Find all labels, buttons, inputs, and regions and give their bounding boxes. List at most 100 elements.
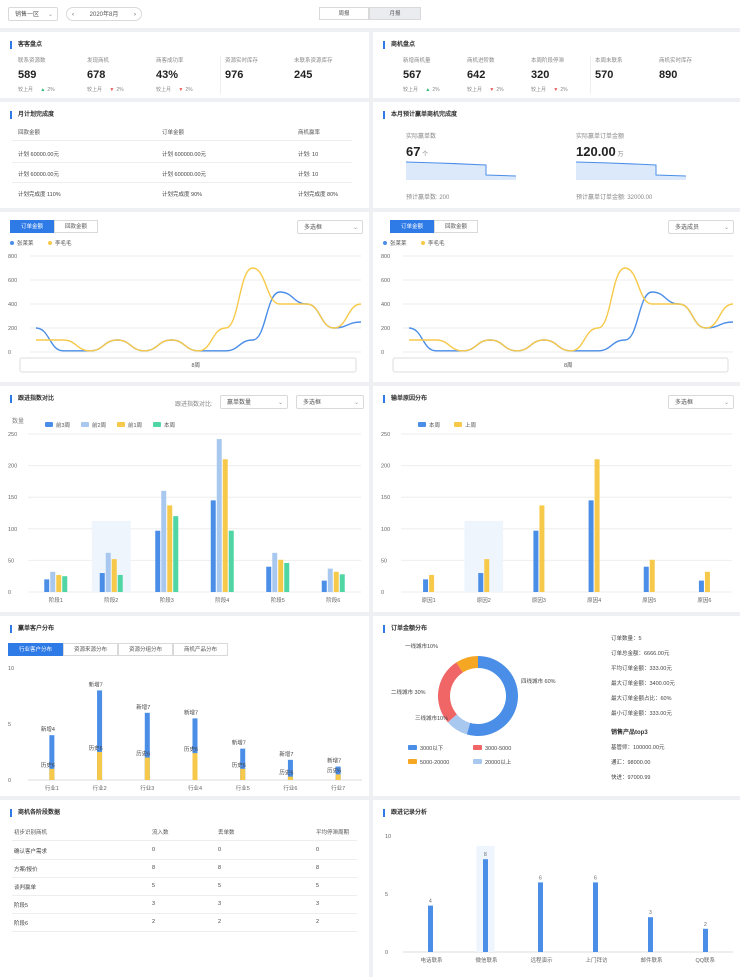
x-tick-label: 电话联系 <box>421 956 444 964</box>
team-select[interactable]: 销售一区 ⌄ <box>8 7 58 21</box>
data-label: 历史6 <box>41 761 55 769</box>
multi-select-label: 多选框 <box>303 400 322 406</box>
table-cell: 2 <box>218 919 222 925</box>
row-divider <box>12 840 357 841</box>
bar <box>649 559 655 592</box>
col-header: 回款金额 <box>18 130 41 136</box>
compare-pct: 2% <box>185 87 193 93</box>
x-tick-label: 阶段2 <box>104 596 118 604</box>
bar <box>99 573 105 592</box>
table-cell: 计划 60000.00元 <box>18 152 59 158</box>
tab-order-amount[interactable]: 订单金额 <box>390 220 435 233</box>
bar <box>335 766 341 780</box>
col-header: 丢单数 <box>218 830 235 836</box>
stat-value: 642 <box>467 69 486 81</box>
legend-label: 前1周 <box>128 421 142 429</box>
member-select-label: 多选框 <box>304 225 323 231</box>
stat-card: 商机进阶数 642 较上月 ▼ 2% <box>467 56 531 96</box>
bar <box>62 576 68 592</box>
bar <box>538 882 543 952</box>
stat-compare: 较上月 ▼ 2% <box>87 86 156 93</box>
table-cell: 阶段5 <box>14 903 29 909</box>
data-label: 历史6 <box>89 744 103 752</box>
tab-industry[interactable]: 行业客户分布 <box>8 643 64 656</box>
y-tick-label: 5 <box>8 722 11 728</box>
next-month-icon[interactable]: › <box>134 12 136 18</box>
stat-value: 320 <box>531 69 550 81</box>
data-label: 新增7 <box>89 680 103 688</box>
tab-payment-amount[interactable]: 回款金额 <box>54 220 99 233</box>
table-cell: 谈判赢单 <box>14 885 37 891</box>
bar <box>49 735 55 780</box>
y-tick-label: 250 <box>381 432 390 438</box>
legend-label: 李毛毛 <box>55 239 72 247</box>
x-tick-label: 远程演示 <box>531 956 554 964</box>
y-tick-label: 800 <box>8 254 17 260</box>
bar <box>484 559 490 592</box>
member-select[interactable]: 多选成员 ⌄ <box>668 220 734 234</box>
legend: 张莱莱 李毛毛 <box>383 239 445 247</box>
legend-label: 前2周 <box>92 421 106 429</box>
x-range-slider <box>19 357 357 373</box>
legend-label: 李毛毛 <box>428 239 445 247</box>
row-divider <box>12 859 357 860</box>
panel-title: 赢单客户分布 <box>10 625 54 633</box>
x-tick-label: 上门拜访 <box>586 956 609 964</box>
multi-select[interactable]: 多选框 ⌄ <box>668 395 734 409</box>
monthly-plan-panel: 月计划完成度 回款金额 订单金额 商机赢率 计划 60000.00元 计划 600000… <box>0 102 369 208</box>
forecast-b-sparkline <box>576 161 686 180</box>
member-select[interactable]: 多选框 ⌄ <box>297 220 363 234</box>
filter-select[interactable]: 赢单数量 ⌄ <box>220 395 288 409</box>
customer-overview-panel: 客客盘点 联系资源数 589 较上月 ▲ 2% 发现商机 678 较上月 ▼ 2% 商客成功率 4… <box>0 32 369 98</box>
divider <box>590 56 591 94</box>
stat-card: 商机实时库存 890 <box>659 56 723 96</box>
y-tick-label: 800 <box>381 254 390 260</box>
bar <box>144 757 150 780</box>
stat-line: 订单数量：5 <box>611 636 642 642</box>
month-picker[interactable]: ‹ 2020年8月 › <box>66 7 142 21</box>
tab-group[interactable]: 资源分组分布 <box>118 643 174 656</box>
tab-payment-amount[interactable]: 回款金额 <box>434 220 479 233</box>
prev-month-icon[interactable]: ‹ <box>72 12 74 18</box>
tab-weekly[interactable]: 周报 <box>319 7 369 20</box>
tab-source[interactable]: 资源来源分布 <box>63 643 119 656</box>
multi-select[interactable]: 多选框 ⌄ <box>296 395 364 409</box>
y-tick-label: 10 <box>8 666 14 672</box>
panel-title: 跟进指数对比 <box>10 395 54 403</box>
panel-title: 本月预计赢单商机完成度 <box>383 111 457 119</box>
chevron-down-icon: ⌄ <box>277 400 283 406</box>
stat-value: 890 <box>659 69 678 81</box>
x-tick-label: 行业1 <box>45 784 59 792</box>
stat-label: 资源实时库存 <box>225 58 259 64</box>
bar <box>339 574 345 592</box>
data-label: 新增7 <box>279 750 293 758</box>
panel-title: 商机盘点 <box>383 41 415 49</box>
x-tick-label: 行业2 <box>93 784 107 792</box>
legend-dot <box>421 241 425 245</box>
tab-order-amount[interactable]: 订单金额 <box>10 220 55 233</box>
col-header: 流入数 <box>152 830 169 836</box>
y-tick-label: 250 <box>8 432 17 438</box>
bar <box>97 690 103 780</box>
tab-product[interactable]: 商机产品分布 <box>173 643 229 656</box>
top3-title: 销售产品top3 <box>611 730 648 736</box>
bar <box>593 882 598 952</box>
forecast-b-value: 120.00 <box>576 144 616 159</box>
bar <box>287 776 293 780</box>
y-tick-label: 10 <box>385 834 391 840</box>
data-label: 新增7 <box>184 708 198 716</box>
y-tick-label: 100 <box>381 527 390 533</box>
legend-swatch <box>408 745 417 750</box>
chevron-down-icon: ⌄ <box>352 225 358 231</box>
chevron-down-icon: ⌄ <box>723 225 729 231</box>
bar <box>111 559 117 592</box>
pie-slice <box>456 656 478 673</box>
tab-monthly[interactable]: 月报 <box>369 7 421 20</box>
y-tick-label: 150 <box>8 495 17 501</box>
stat-label: 商客成功率 <box>156 58 184 64</box>
legend-label: 前3周 <box>56 421 70 429</box>
legend-label: 上周 <box>465 421 476 429</box>
slice-label: 四线城市 60% <box>521 677 556 685</box>
chevron-down-icon: ⌄ <box>723 400 729 406</box>
bar <box>210 500 216 592</box>
